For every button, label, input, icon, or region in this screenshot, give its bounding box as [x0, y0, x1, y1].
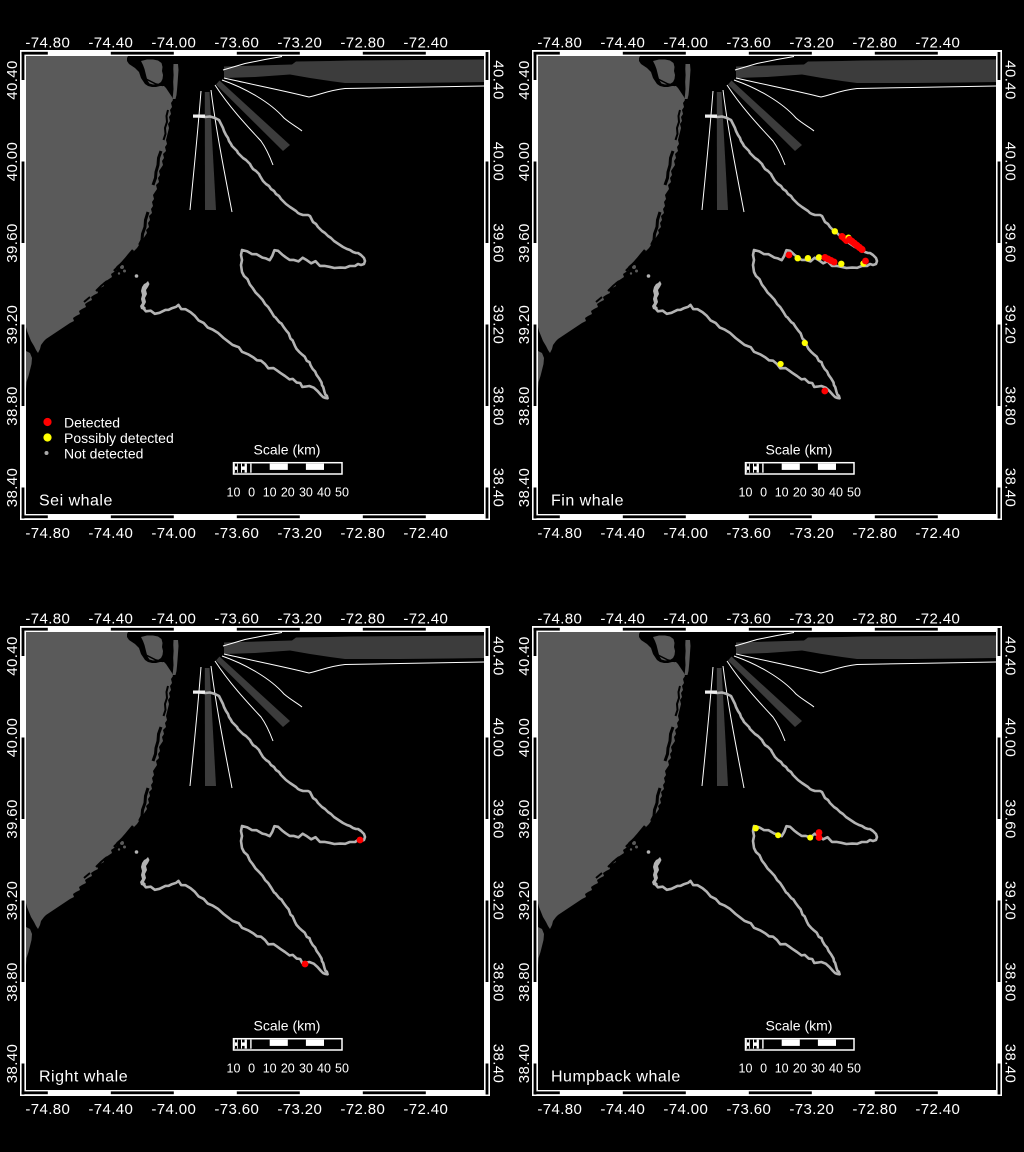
svg-text:Not detected: Not detected [64, 446, 143, 462]
svg-text:Right whale: Right whale [39, 1069, 128, 1086]
svg-text:Humpback whale: Humpback whale [551, 1069, 681, 1086]
svg-text:Sei whale: Sei whale [39, 493, 113, 510]
svg-text:Possibly detected: Possibly detected [64, 430, 174, 446]
svg-text:Detected: Detected [64, 415, 120, 431]
svg-text:Fin whale: Fin whale [551, 493, 624, 510]
